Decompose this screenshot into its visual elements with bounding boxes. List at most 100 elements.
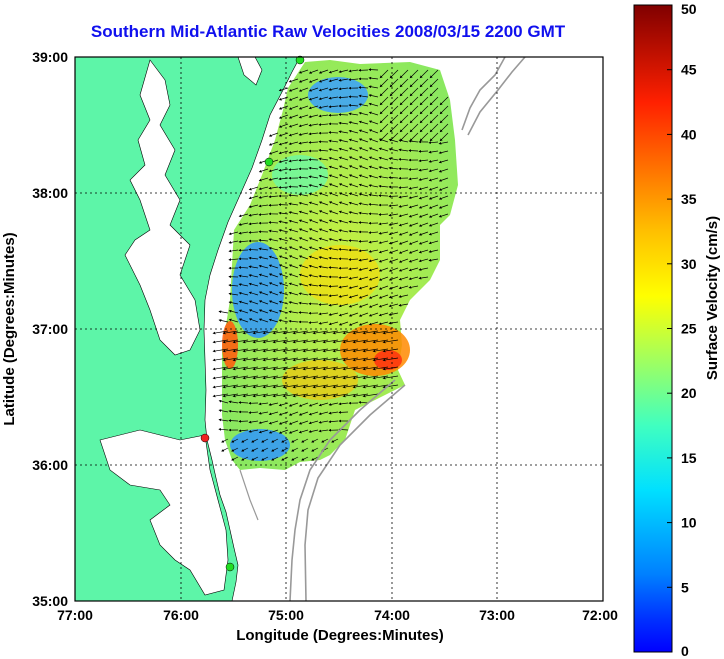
fast-zone-coast: [222, 321, 238, 369]
velocity-arrow: [308, 96, 319, 101]
velocity-arrow: [348, 147, 359, 152]
y-tick-label: 36:00: [32, 457, 68, 473]
velocity-arrow: [418, 222, 429, 227]
velocity-arrow: [398, 276, 409, 281]
velocity-arrow: [258, 300, 269, 305]
velocity-arrow: [288, 411, 299, 416]
velocity-arrow: [272, 339, 289, 344]
velocity-arrow: [382, 339, 399, 344]
velocity-arrow: [318, 166, 329, 170]
velocity-arrow: [248, 274, 259, 278]
velocity-arrow: [238, 309, 249, 314]
velocity-arrow: [218, 319, 229, 323]
velocity-arrow: [288, 78, 299, 83]
velocity-arrow: [222, 375, 239, 380]
velocity-arrow: [242, 375, 259, 380]
velocity-arrow: [382, 384, 399, 389]
velocity-arrow: [262, 339, 279, 344]
velocity-arrow: [358, 120, 369, 125]
velocity-arrow: [378, 249, 389, 254]
velocity-arrow: [242, 330, 259, 335]
velocity-arrow: [429, 105, 439, 115]
velocity-arrow: [318, 420, 329, 424]
velocity-arrow: [242, 366, 259, 371]
velocity-arrow: [298, 105, 309, 110]
velocity-arrow: [418, 267, 429, 271]
velocity-arrow: [429, 78, 439, 88]
velocity-arrow: [298, 273, 309, 278]
velocity-arrow: [439, 105, 449, 115]
velocity-arrow: [368, 174, 379, 179]
velocity-arrow: [258, 411, 269, 415]
velocity-arrow: [298, 176, 309, 179]
velocity-arrow: [419, 114, 429, 124]
velocity-arrow: [298, 114, 309, 119]
velocity-arrow: [419, 105, 429, 115]
velocity-arrow: [362, 357, 379, 362]
velocity-arrow: [372, 357, 389, 362]
velocity-arrow: [271, 438, 279, 443]
velocity-arrow: [379, 78, 389, 88]
velocity-arrow: [438, 204, 449, 209]
velocity-arrow: [222, 393, 239, 398]
velocity-arrow: [408, 168, 419, 171]
velocity-arrow: [291, 447, 299, 452]
velocity-arrow: [428, 240, 439, 245]
velocity-arrow: [298, 283, 309, 287]
velocity-arrow: [288, 132, 299, 137]
velocity-arrow: [358, 400, 369, 404]
velocity-arrow: [358, 193, 369, 197]
velocity-arrow: [248, 186, 259, 191]
velocity-arrow: [429, 132, 439, 142]
velocity-arrow: [379, 105, 389, 115]
velocity-arrow: [338, 276, 349, 280]
velocity-arrow: [282, 348, 299, 353]
velocity-arrow: [238, 419, 249, 423]
velocity-arrow: [372, 366, 389, 371]
velocity-arrow: [308, 114, 319, 118]
velocity-arrow: [338, 294, 349, 298]
velocity-arrow: [322, 348, 339, 353]
velocity-arrow: [248, 222, 259, 226]
velocity-arrow: [378, 258, 389, 263]
velocity-arrow: [228, 249, 239, 253]
velocity-arrow: [372, 375, 389, 380]
velocity-arrow: [288, 264, 299, 269]
velocity-arrow: [298, 237, 309, 242]
velocity-arrow: [238, 300, 249, 305]
velocity-arrow: [362, 339, 379, 344]
velocity-arrow: [388, 194, 399, 198]
velocity-arrow: [348, 121, 359, 125]
velocity-arrow: [328, 139, 339, 143]
velocity-arrow: [268, 221, 279, 224]
velocity-arrow: [242, 357, 259, 362]
velocity-arrow: [272, 375, 289, 380]
velocity-arrow: [282, 384, 299, 389]
velocity-arrow: [358, 103, 369, 107]
velocity-arrow: [439, 96, 449, 106]
velocity-arrow: [382, 330, 399, 335]
velocity-arrow: [288, 246, 299, 251]
velocity-arrow: [332, 384, 349, 389]
velocity-arrow: [241, 438, 249, 443]
velocity-arrow: [252, 366, 269, 371]
velocity-arrow: [282, 339, 299, 344]
velocity-arrow: [368, 156, 379, 161]
velocity-arrow: [429, 96, 439, 106]
velocity-arrow: [322, 339, 339, 344]
velocity-arrow: [308, 264, 319, 269]
velocity-arrow: [429, 123, 439, 133]
velocity-arrow: [372, 384, 389, 389]
velocity-arrow: [352, 339, 369, 344]
velocity-arrow: [298, 301, 309, 305]
velocity-arrow: [308, 255, 319, 260]
velocity-arrow: [418, 249, 429, 254]
velocity-arrow: [378, 321, 389, 326]
velocity-arrow: [378, 294, 389, 299]
velocity-arrow: [218, 399, 229, 404]
velocity-arrow: [418, 195, 429, 200]
velocity-arrow: [228, 400, 239, 404]
velocity-arrow: [268, 273, 279, 278]
velocity-arrow: [328, 266, 339, 269]
velocity-arrow: [261, 447, 269, 452]
